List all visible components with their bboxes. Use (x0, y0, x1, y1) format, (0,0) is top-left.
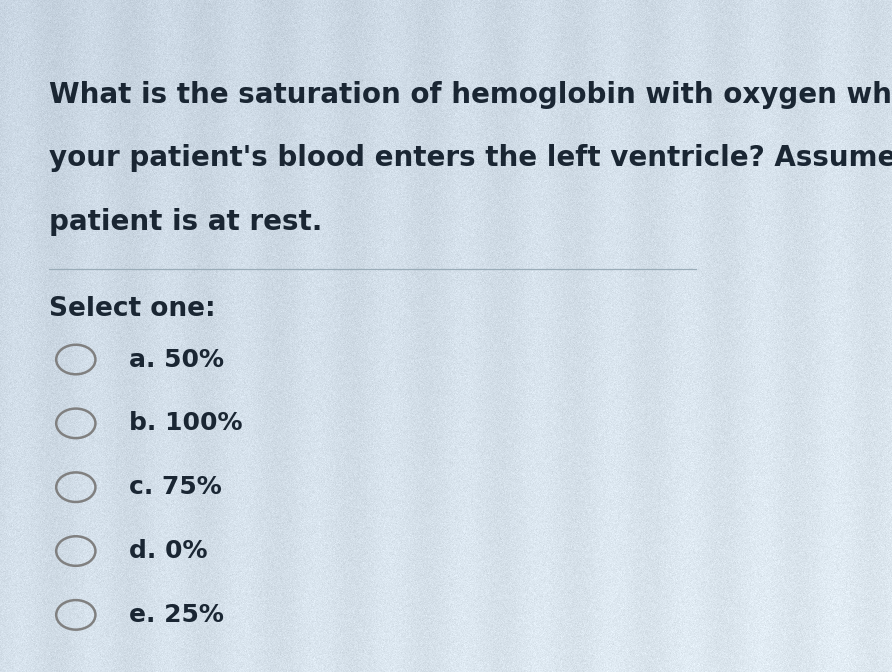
Text: patient is at rest.: patient is at rest. (49, 208, 322, 237)
Text: e. 25%: e. 25% (129, 603, 224, 627)
Text: Select one:: Select one: (49, 296, 216, 322)
Text: your patient's blood enters the left ventricle? Assume your: your patient's blood enters the left ven… (49, 144, 892, 173)
Text: a. 50%: a. 50% (129, 347, 225, 372)
Text: What is the saturation of hemoglobin with oxygen when: What is the saturation of hemoglobin wit… (49, 81, 892, 109)
Text: d. 0%: d. 0% (129, 539, 208, 563)
Text: c. 75%: c. 75% (129, 475, 222, 499)
Text: b. 100%: b. 100% (129, 411, 243, 435)
